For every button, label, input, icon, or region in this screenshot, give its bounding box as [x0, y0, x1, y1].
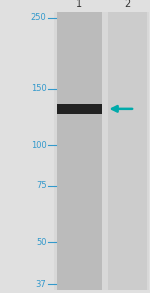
Bar: [57, 12, 102, 290]
Text: 2: 2: [124, 0, 131, 9]
Text: 1: 1: [76, 0, 82, 9]
Text: 50: 50: [36, 238, 46, 247]
Bar: [108, 12, 147, 290]
Text: 100: 100: [31, 141, 46, 150]
Text: 37: 37: [36, 280, 46, 289]
Bar: [54, 12, 148, 290]
Text: 75: 75: [36, 181, 46, 190]
Text: 250: 250: [31, 13, 46, 22]
Text: 150: 150: [31, 84, 46, 93]
Bar: [57, 104, 102, 114]
